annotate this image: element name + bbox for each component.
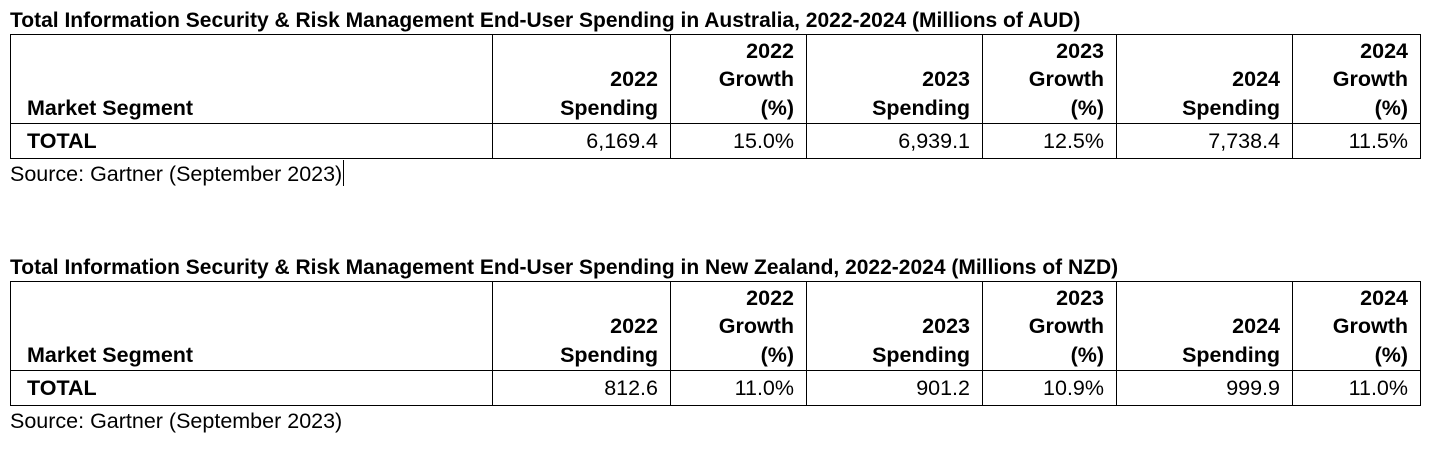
cell-2024-spending: 7,738.4 [1116,123,1293,159]
header-2022-spending: 2022 Spending [492,281,671,371]
table-header-row: Market Segment 2022 Spending 2022 Growth… [10,281,1421,371]
cell-segment: TOTAL [10,370,493,406]
header-market-segment: Market Segment [10,34,493,124]
cell-2022-spending: 812.6 [492,370,671,406]
source-note-australia: Source: Gartner (September 2023) [10,160,345,186]
header-2023-growth: 2023 Growth (%) [982,34,1117,124]
header-2024-growth: 2024 Growth (%) [1292,34,1421,124]
table-row-total: TOTAL 812.6 11.0% 901.2 10.9% 999.9 11.0… [10,370,1421,406]
cell-2024-spending: 999.9 [1116,370,1293,406]
table-row-total: TOTAL 6,169.4 15.0% 6,939.1 12.5% 7,738.… [10,123,1421,159]
header-2023-spending: 2023 Spending [806,281,983,371]
header-2024-spending: 2024 Spending [1116,34,1293,124]
text-cursor [343,160,345,186]
header-2022-growth: 2022 Growth (%) [670,34,807,124]
australia-spending-table: Market Segment 2022 Spending 2022 Growth… [10,34,1421,159]
header-market-segment: Market Segment [10,281,493,371]
cell-2022-growth: 11.0% [670,370,807,406]
australia-spending-section: Total Information Security & Risk Manage… [10,7,1421,189]
cell-2022-spending: 6,169.4 [492,123,671,159]
new-zealand-spending-section: Total Information Security & Risk Manage… [10,254,1421,436]
header-2022-spending: 2022 Spending [492,34,671,124]
cell-2023-spending: 901.2 [806,370,983,406]
header-2023-growth: 2023 Growth (%) [982,281,1117,371]
header-2024-spending: 2024 Spending [1116,281,1293,371]
source-note-new-zealand: Source: Gartner (September 2023) [10,409,343,433]
cell-2024-growth: 11.5% [1292,123,1421,159]
header-2023-spending: 2023 Spending [806,34,983,124]
table-header-row: Market Segment 2022 Spending 2022 Growth… [10,34,1421,124]
header-2024-growth: 2024 Growth (%) [1292,281,1421,371]
cell-2023-growth: 10.9% [982,370,1117,406]
cell-segment: TOTAL [10,123,493,159]
cell-2023-growth: 12.5% [982,123,1117,159]
header-2022-growth: 2022 Growth (%) [670,281,807,371]
cell-2022-growth: 15.0% [670,123,807,159]
table-title-australia: Total Information Security & Risk Manage… [10,9,1081,32]
cell-2023-spending: 6,939.1 [806,123,983,159]
cell-2024-growth: 11.0% [1292,370,1421,406]
table-title-new-zealand: Total Information Security & Risk Manage… [10,256,1119,279]
new-zealand-spending-table: Market Segment 2022 Spending 2022 Growth… [10,281,1421,406]
